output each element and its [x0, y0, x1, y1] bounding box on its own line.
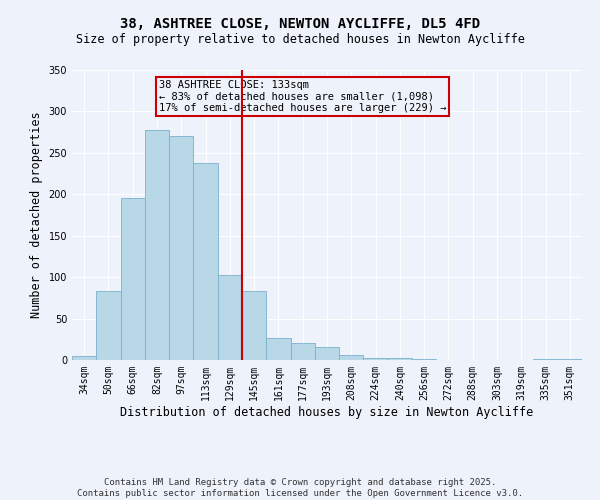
Bar — [315, 346, 339, 360]
Bar — [121, 198, 145, 360]
Bar — [96, 291, 121, 360]
Y-axis label: Number of detached properties: Number of detached properties — [30, 112, 43, 318]
Bar — [364, 358, 388, 360]
Bar — [339, 355, 364, 360]
Bar — [218, 274, 242, 360]
Bar — [169, 136, 193, 360]
Bar — [412, 359, 436, 360]
Text: 38 ASHTREE CLOSE: 133sqm
← 83% of detached houses are smaller (1,098)
17% of sem: 38 ASHTREE CLOSE: 133sqm ← 83% of detach… — [158, 80, 446, 114]
Bar — [193, 163, 218, 360]
X-axis label: Distribution of detached houses by size in Newton Aycliffe: Distribution of detached houses by size … — [121, 406, 533, 418]
Bar — [266, 338, 290, 360]
Text: Contains HM Land Registry data © Crown copyright and database right 2025.
Contai: Contains HM Land Registry data © Crown c… — [77, 478, 523, 498]
Bar — [388, 358, 412, 360]
Bar — [558, 359, 582, 360]
Bar — [145, 130, 169, 360]
Text: Size of property relative to detached houses in Newton Aycliffe: Size of property relative to detached ho… — [76, 32, 524, 46]
Text: 38, ASHTREE CLOSE, NEWTON AYCLIFFE, DL5 4FD: 38, ASHTREE CLOSE, NEWTON AYCLIFFE, DL5 … — [120, 18, 480, 32]
Bar — [242, 291, 266, 360]
Bar — [72, 356, 96, 360]
Bar — [533, 359, 558, 360]
Bar — [290, 344, 315, 360]
